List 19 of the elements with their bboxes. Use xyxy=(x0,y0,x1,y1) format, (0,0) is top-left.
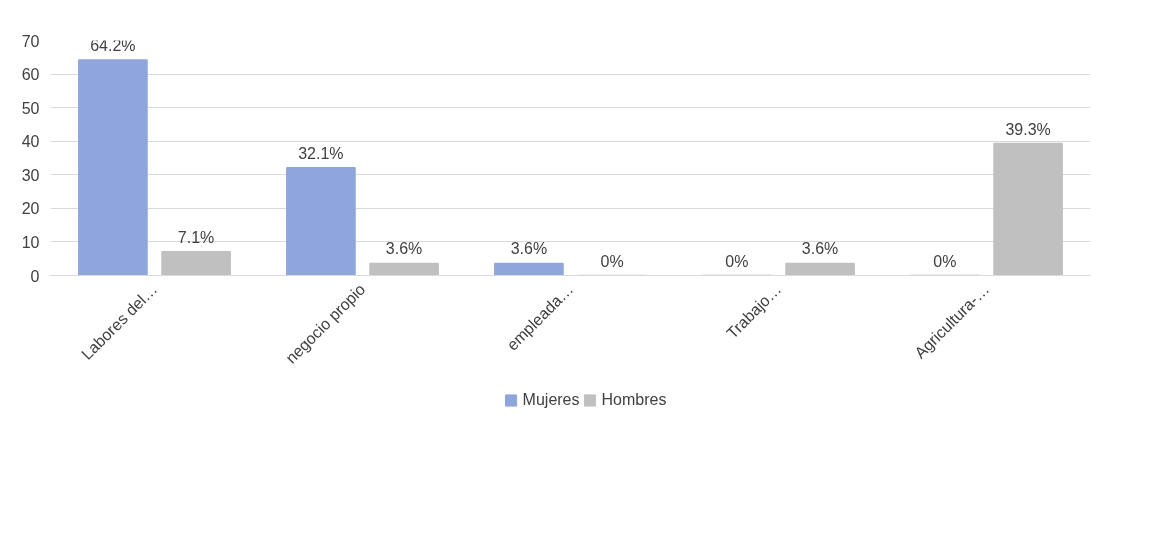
y-tick-label: 0 xyxy=(30,267,40,285)
data-label: 3.6% xyxy=(510,240,548,258)
data-label: 3.6% xyxy=(801,240,839,258)
data-label: 39.3% xyxy=(1005,120,1051,138)
legend-label: Hombres xyxy=(601,391,667,409)
data-label: 0% xyxy=(725,252,749,270)
y-tick-label: 70 xyxy=(21,32,40,50)
y-tick-label: 30 xyxy=(21,166,40,184)
legend-label: Mujeres xyxy=(522,391,580,409)
y-tick-label: 20 xyxy=(21,200,40,218)
data-label: 7.1% xyxy=(177,228,215,246)
data-label: 0% xyxy=(933,252,957,270)
y-tick-label: 50 xyxy=(21,99,40,117)
data-label: 3.6% xyxy=(385,240,423,258)
y-tick-label: 10 xyxy=(21,233,40,251)
y-tick-label: 60 xyxy=(21,66,40,84)
data-label: 0% xyxy=(600,252,624,270)
y-tick-label: 40 xyxy=(21,133,40,151)
data-label: 32.1% xyxy=(298,144,344,162)
